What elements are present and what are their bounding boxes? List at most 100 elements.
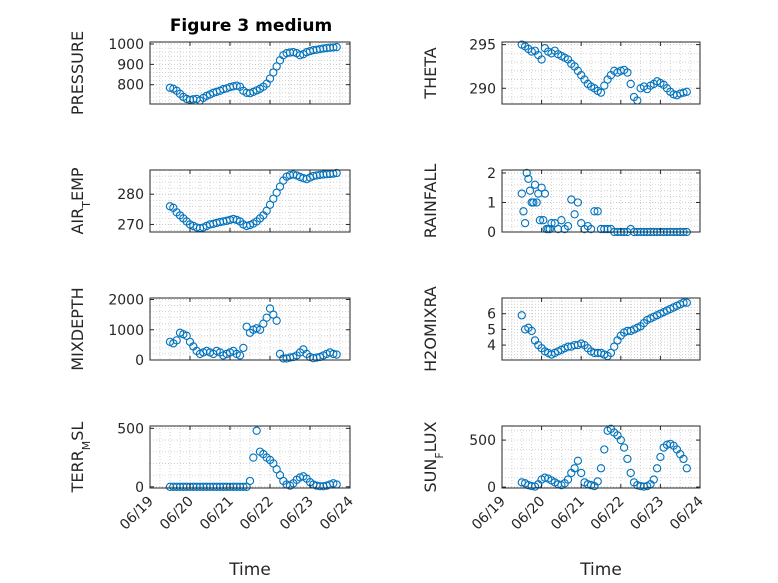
axes-box — [149, 297, 351, 361]
data-point — [626, 79, 635, 89]
data-point — [649, 475, 658, 484]
x-tick-label: 06/20 — [157, 494, 197, 534]
y-tick-label: 0 — [135, 353, 144, 369]
subplot-sun-flux: 0 500 06/19 06/20 06/21 06/22 06/23 06/24 SUNFLU… — [421, 421, 707, 580]
data-point — [573, 198, 583, 207]
data-point — [545, 224, 554, 234]
data-point — [570, 210, 579, 219]
data-point — [232, 81, 241, 90]
data-point — [539, 216, 548, 225]
data-point — [682, 87, 691, 96]
data-point — [682, 464, 691, 473]
data-point — [553, 224, 563, 234]
axes-box — [501, 41, 701, 105]
x-tick-label: 06/23 — [277, 494, 317, 534]
subplot-mixdepth: 0 1000 2000 MIXDEPTH — [68, 287, 351, 371]
data-point — [593, 477, 602, 486]
data-point — [520, 218, 530, 228]
data-point — [619, 443, 629, 452]
data-point — [525, 186, 535, 195]
data-point — [537, 55, 546, 64]
x-tick-label: 06/22 — [237, 494, 277, 534]
data-point — [289, 48, 298, 57]
data-point — [332, 168, 341, 178]
y-tick-label: 290 — [469, 81, 496, 97]
y-axis-label: RAINFALL — [421, 164, 440, 239]
data-point — [517, 311, 526, 320]
data-point — [252, 426, 261, 435]
data-point — [239, 482, 248, 491]
x-tick-label: 06/23 — [627, 494, 667, 534]
data-point — [519, 207, 528, 216]
x-tick-label: 06/24 — [317, 493, 357, 533]
data-point — [603, 224, 612, 234]
data-point — [567, 195, 576, 204]
data-point — [245, 476, 255, 486]
data-point — [530, 180, 540, 189]
data-point — [522, 168, 531, 178]
x-tick-label: 06/20 — [509, 494, 549, 534]
axes-box — [149, 41, 351, 105]
data-point — [527, 47, 536, 56]
subplot-pressure: 800 900 1000 PRESSURE — [68, 31, 351, 115]
y-tick-label: 0 — [135, 480, 144, 496]
data-point — [586, 481, 596, 490]
subplot-air-temp: 270 280 AIRTEMP — [68, 167, 351, 235]
data-point — [332, 350, 341, 359]
data-point — [600, 224, 609, 234]
data-point — [547, 218, 556, 228]
data-point — [295, 51, 305, 60]
figure-title: Figure 3 medium — [170, 16, 332, 36]
data-point — [329, 349, 338, 359]
subplot-h2omixra: 456 H2OMIXRA — [421, 286, 701, 372]
data-point — [573, 456, 583, 465]
axes-box — [149, 425, 351, 489]
y-axis-label: PRESSURE — [68, 31, 87, 115]
data-point — [269, 68, 278, 77]
data-point — [596, 88, 606, 97]
subplot-terr-msl: 0 500 06/19 06/20 06/21 06/22 06/23 06/24 TERRMS… — [68, 421, 357, 580]
y-axis-label: THETA — [421, 47, 440, 99]
data-point — [596, 464, 606, 473]
data-point — [165, 83, 175, 92]
data-point — [606, 348, 616, 358]
y-axis-label: TERRMSL — [68, 422, 93, 494]
y-tick-label: 2000 — [108, 293, 144, 309]
axes-box — [501, 425, 701, 489]
data-point — [329, 43, 338, 52]
y-tick-label: 800 — [117, 78, 144, 94]
y-tick-label: 270 — [117, 217, 144, 233]
y-tick-label: 2 — [487, 166, 496, 182]
data-point — [557, 216, 566, 225]
x-tick-label: 06/19 — [469, 494, 509, 534]
y-tick-label: 0 — [487, 480, 496, 496]
y-tick-label: 5 — [487, 322, 496, 338]
data-point — [535, 216, 545, 225]
axes-box — [501, 169, 701, 233]
data-point — [682, 298, 691, 307]
x-tick-label: 06/21 — [197, 494, 237, 534]
data-point — [679, 454, 688, 464]
data-point — [332, 42, 341, 52]
y-axis-label: SUNFLUX — [421, 421, 446, 492]
data-point — [272, 62, 281, 71]
data-point — [590, 348, 599, 358]
data-point — [529, 198, 538, 207]
data-point — [626, 468, 635, 478]
data-point — [679, 88, 688, 97]
data-point — [600, 445, 609, 454]
data-point — [235, 351, 245, 360]
x-axis-label: Time — [228, 560, 271, 580]
data-point — [616, 435, 625, 445]
data-point — [610, 342, 619, 351]
x-tick-label: 06/24 — [667, 493, 707, 533]
data-point — [656, 452, 665, 462]
y-tick-label: 1 — [487, 195, 496, 211]
x-tick-label: 06/19 — [117, 494, 157, 534]
data-point — [652, 464, 662, 473]
data-point — [532, 198, 541, 207]
data-point — [239, 343, 248, 353]
axes-box — [149, 169, 351, 233]
data-point — [590, 207, 599, 216]
